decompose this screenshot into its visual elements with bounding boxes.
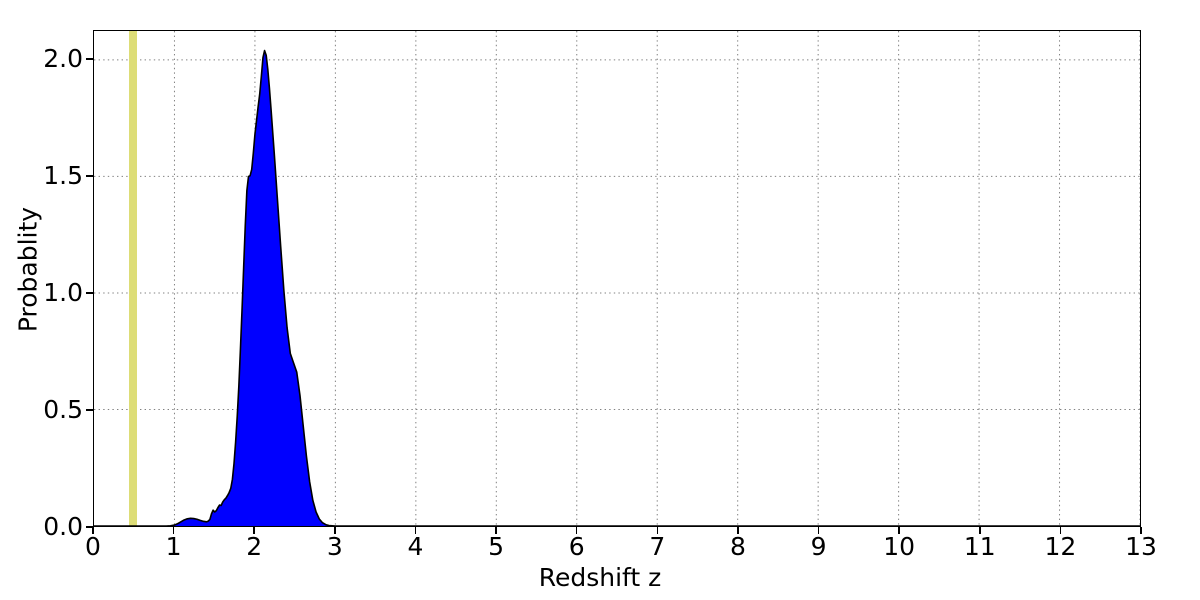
x-axis-label: Redshift z xyxy=(538,563,662,592)
x-tick-mark xyxy=(978,527,981,534)
x-tick-mark xyxy=(1059,527,1062,534)
x-tick-mark xyxy=(737,527,739,534)
x-tick-label: 4 xyxy=(407,532,424,561)
x-tick-label: 6 xyxy=(568,532,585,561)
x-tick-label: 12 xyxy=(1044,532,1077,561)
x-tick-mark xyxy=(334,527,336,534)
x-tick-mark xyxy=(575,527,578,534)
y-tick-mark xyxy=(86,526,93,528)
y-tick-mark xyxy=(86,175,93,177)
x-tick-mark xyxy=(253,527,256,534)
x-tick-label: 3 xyxy=(326,532,343,561)
x-tick-label: 9 xyxy=(810,532,827,561)
redshift-marker-band xyxy=(128,31,137,526)
x-tick-label: 10 xyxy=(883,532,916,561)
x-tick-label: 2 xyxy=(246,532,263,561)
probability-density-curve xyxy=(94,31,1140,526)
x-tick-mark xyxy=(898,527,900,534)
x-tick-label: 13 xyxy=(1125,532,1157,561)
x-tick-label: 5 xyxy=(488,532,505,561)
x-tick-mark xyxy=(92,527,94,534)
y-tick-label: 2.0 xyxy=(43,44,83,73)
y-tick-mark xyxy=(86,292,93,294)
x-tick-label: 8 xyxy=(729,532,746,561)
x-tick-mark xyxy=(817,527,820,534)
curve-fill-area xyxy=(94,50,1140,526)
y-tick-label: 0.5 xyxy=(43,395,83,424)
x-tick-mark xyxy=(1140,527,1142,534)
y-axis-label: Probablity xyxy=(13,206,43,333)
x-tick-label: 1 xyxy=(165,532,182,561)
x-tick-mark xyxy=(656,527,659,534)
curve-outline xyxy=(94,51,1140,526)
x-tick-mark xyxy=(495,527,497,534)
y-tick-label: 0.0 xyxy=(43,512,83,541)
y-tick-label: 1.5 xyxy=(43,161,83,190)
x-tick-label: 7 xyxy=(649,532,666,561)
x-tick-mark xyxy=(172,527,175,534)
x-tick-label: 11 xyxy=(963,532,996,561)
x-tick-label: 0 xyxy=(85,532,101,561)
y-tick-mark xyxy=(86,409,93,411)
plot-area xyxy=(93,30,1141,527)
y-tick-label: 1.0 xyxy=(43,278,83,307)
y-tick-mark xyxy=(86,58,93,60)
x-tick-mark xyxy=(414,527,417,534)
